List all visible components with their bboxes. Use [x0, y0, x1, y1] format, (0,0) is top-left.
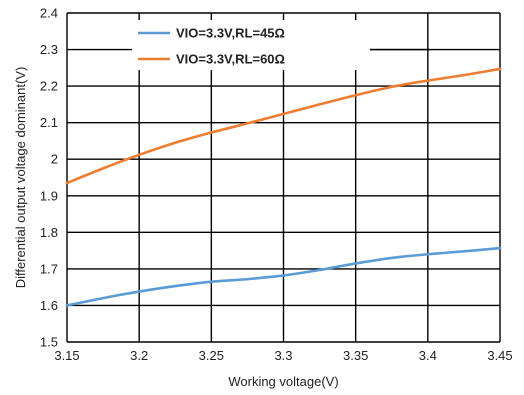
y-axis-title: Differential output voltage dominant(V)	[13, 67, 28, 289]
y-tick-label: 1.8	[40, 225, 58, 240]
x-tick-label: 3.25	[199, 348, 224, 363]
y-tick-label: 1.7	[40, 261, 58, 276]
chart-series	[65, 67, 502, 307]
x-tick-label: 3.35	[343, 348, 368, 363]
x-axis-title: Working voltage(V)	[228, 374, 338, 389]
y-tick-label: 1.6	[40, 298, 58, 313]
x-tick-label: 3.3	[274, 348, 292, 363]
x-tick-label: 3.4	[419, 348, 437, 363]
y-tick-label: 2.2	[40, 79, 58, 94]
y-tick-label: 1.5	[40, 335, 58, 350]
y-axis-ticks: 1.5 1.6 1.7 1.8 1.9 2 2.1 2.2 2.3 2.4	[40, 6, 58, 350]
x-tick-label: 3.15	[54, 348, 79, 363]
series-line-0	[65, 246, 502, 307]
legend-label-0: VIO=3.3V,RL=45Ω	[176, 26, 285, 41]
y-tick-label: 2.3	[40, 42, 58, 57]
x-axis-ticks: 3.15 3.2 3.25 3.3 3.35 3.4 3.45	[54, 348, 512, 363]
y-tick-label: 2.4	[40, 6, 58, 21]
x-tick-label: 3.2	[130, 348, 148, 363]
y-tick-label: 2	[51, 152, 58, 167]
chart-legend: VIO=3.3V,RL=45Ω VIO=3.3V,RL=60Ω	[132, 20, 430, 70]
chart-grid	[66, 12, 501, 343]
x-tick-label: 3.45	[487, 348, 512, 363]
legend-background	[132, 20, 370, 70]
y-tick-label: 1.9	[40, 188, 58, 203]
series-line-1	[65, 67, 502, 185]
y-tick-label: 2.1	[40, 115, 58, 130]
legend-label-1: VIO=3.3V,RL=60Ω	[176, 52, 285, 67]
